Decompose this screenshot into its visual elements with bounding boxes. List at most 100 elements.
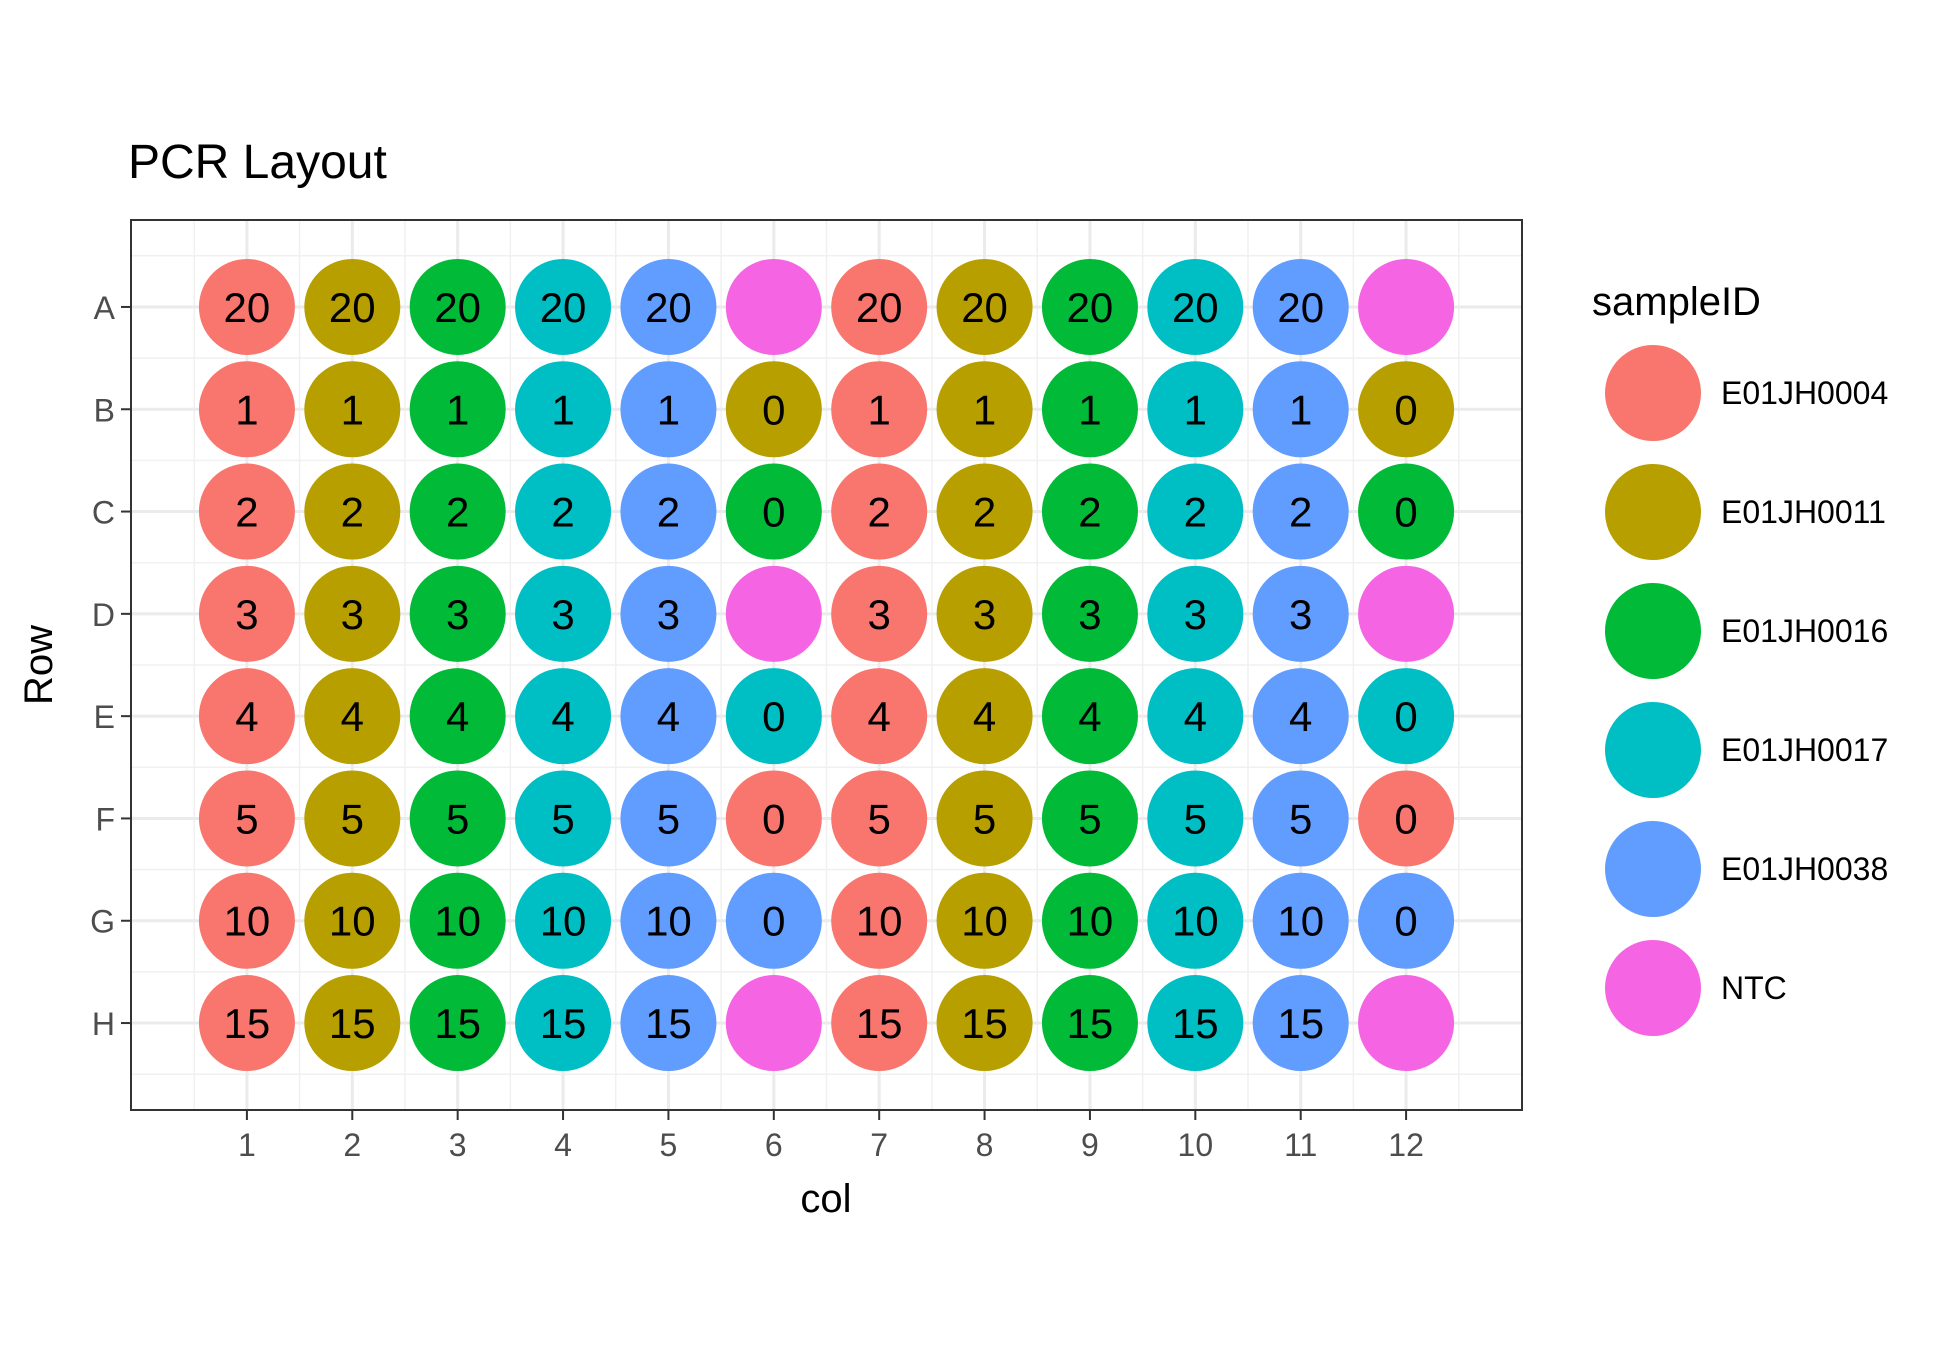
well-label: 20 — [1172, 284, 1219, 331]
well-G12 — [1358, 872, 1455, 969]
well-label: 4 — [341, 693, 364, 740]
well-C1 — [198, 463, 295, 560]
well-label: 4 — [235, 693, 258, 740]
well-label: 20 — [1277, 284, 1324, 331]
well-B12 — [1358, 361, 1455, 458]
well-A11 — [1252, 258, 1349, 355]
well-label: 1 — [235, 386, 258, 433]
well-label: 5 — [868, 795, 891, 842]
x-tick-label: 2 — [343, 1127, 361, 1163]
well-E1 — [198, 668, 295, 765]
grid-minor — [131, 220, 1522, 1110]
legend-key — [1605, 345, 1701, 441]
well-G2 — [304, 872, 401, 969]
well-A12 — [1358, 258, 1455, 355]
well-label: 15 — [645, 1000, 692, 1047]
well-H9 — [1041, 975, 1138, 1072]
well-D1 — [198, 565, 295, 662]
well-D12 — [1358, 565, 1455, 662]
well-label: 20 — [856, 284, 903, 331]
well-label: 4 — [1078, 693, 1101, 740]
well-label: 0 — [762, 489, 785, 536]
well-label: 0 — [1394, 489, 1417, 536]
well-label: 10 — [224, 898, 271, 945]
y-axis-label: Row — [17, 625, 61, 705]
well-B9 — [1041, 361, 1138, 458]
x-tick-label: 6 — [765, 1127, 783, 1163]
well-F6 — [725, 770, 822, 867]
well-E6 — [725, 668, 822, 765]
legend-label: NTC — [1721, 970, 1787, 1006]
well-label: 0 — [1394, 386, 1417, 433]
well-B6 — [725, 361, 822, 458]
legend-label: E01JH0017 — [1721, 732, 1888, 768]
well-D5 — [620, 565, 717, 662]
well-label: 5 — [341, 795, 364, 842]
well-F12 — [1358, 770, 1455, 867]
well-label: 1 — [973, 386, 996, 433]
well-label: 0 — [762, 898, 785, 945]
well-E2 — [304, 668, 401, 765]
y-tick-label: F — [95, 801, 115, 837]
well-label: 4 — [868, 693, 891, 740]
x-tick-label: 12 — [1388, 1127, 1424, 1163]
well-F3 — [409, 770, 506, 867]
well-A6 — [725, 258, 822, 355]
well-B11 — [1252, 361, 1349, 458]
well-label: 20 — [1067, 284, 1114, 331]
well-label: 10 — [1067, 898, 1114, 945]
wells: 20 20 20 20 20 20 20 20 20 201 1 1 1 1 0 1 1 1 1 1 02 2 2 2 2 0 2 2… — [198, 258, 1455, 1072]
well-H5 — [620, 975, 717, 1072]
well-H1 — [198, 975, 295, 1072]
well-F5 — [620, 770, 717, 867]
x-tick-label: 9 — [1081, 1127, 1099, 1163]
y-tick-label: D — [92, 597, 115, 633]
well-G7 — [831, 872, 928, 969]
well-D4 — [515, 565, 612, 662]
well-B3 — [409, 361, 506, 458]
well-G8 — [936, 872, 1033, 969]
y-tick-label: B — [94, 392, 115, 428]
well-label: 3 — [657, 591, 680, 638]
well-label: 15 — [540, 1000, 587, 1047]
well-A7 — [831, 258, 928, 355]
well-label: 5 — [657, 795, 680, 842]
well-G1 — [198, 872, 295, 969]
well-G9 — [1041, 872, 1138, 969]
legend-key — [1605, 464, 1701, 560]
well-F9 — [1041, 770, 1138, 867]
well-label: 5 — [235, 795, 258, 842]
legend-label: E01JH0016 — [1721, 613, 1888, 649]
well-label: 5 — [446, 795, 469, 842]
well-label: 3 — [235, 591, 258, 638]
well-label: 10 — [540, 898, 587, 945]
well-label: 10 — [645, 898, 692, 945]
well-label: 2 — [1289, 489, 1312, 536]
well-E11 — [1252, 668, 1349, 765]
x-tick-label: 10 — [1178, 1127, 1214, 1163]
well-label: 4 — [446, 693, 469, 740]
y-tick-label: H — [92, 1006, 115, 1042]
well-A3 — [409, 258, 506, 355]
well-label: 3 — [868, 591, 891, 638]
well-A1 — [198, 258, 295, 355]
legend-key — [1605, 583, 1701, 679]
well-F4 — [515, 770, 612, 867]
x-tick-label: 4 — [554, 1127, 572, 1163]
well-label: 3 — [551, 591, 574, 638]
well-label: 2 — [1078, 489, 1101, 536]
well-label: 20 — [540, 284, 587, 331]
well-label: 10 — [329, 898, 376, 945]
well-label: 0 — [1394, 795, 1417, 842]
well-label: 5 — [551, 795, 574, 842]
well-label: 10 — [434, 898, 481, 945]
well-label: 4 — [973, 693, 996, 740]
well-G5 — [620, 872, 717, 969]
well-label: 1 — [1289, 386, 1312, 433]
well-label: 1 — [1184, 386, 1207, 433]
x-tick-label: 3 — [449, 1127, 467, 1163]
well-C3 — [409, 463, 506, 560]
well-C5 — [620, 463, 717, 560]
x-axis: 1 2 3 4 5 6 7 8 9 10 11 12 — [238, 1110, 1424, 1163]
well-G10 — [1147, 872, 1244, 969]
